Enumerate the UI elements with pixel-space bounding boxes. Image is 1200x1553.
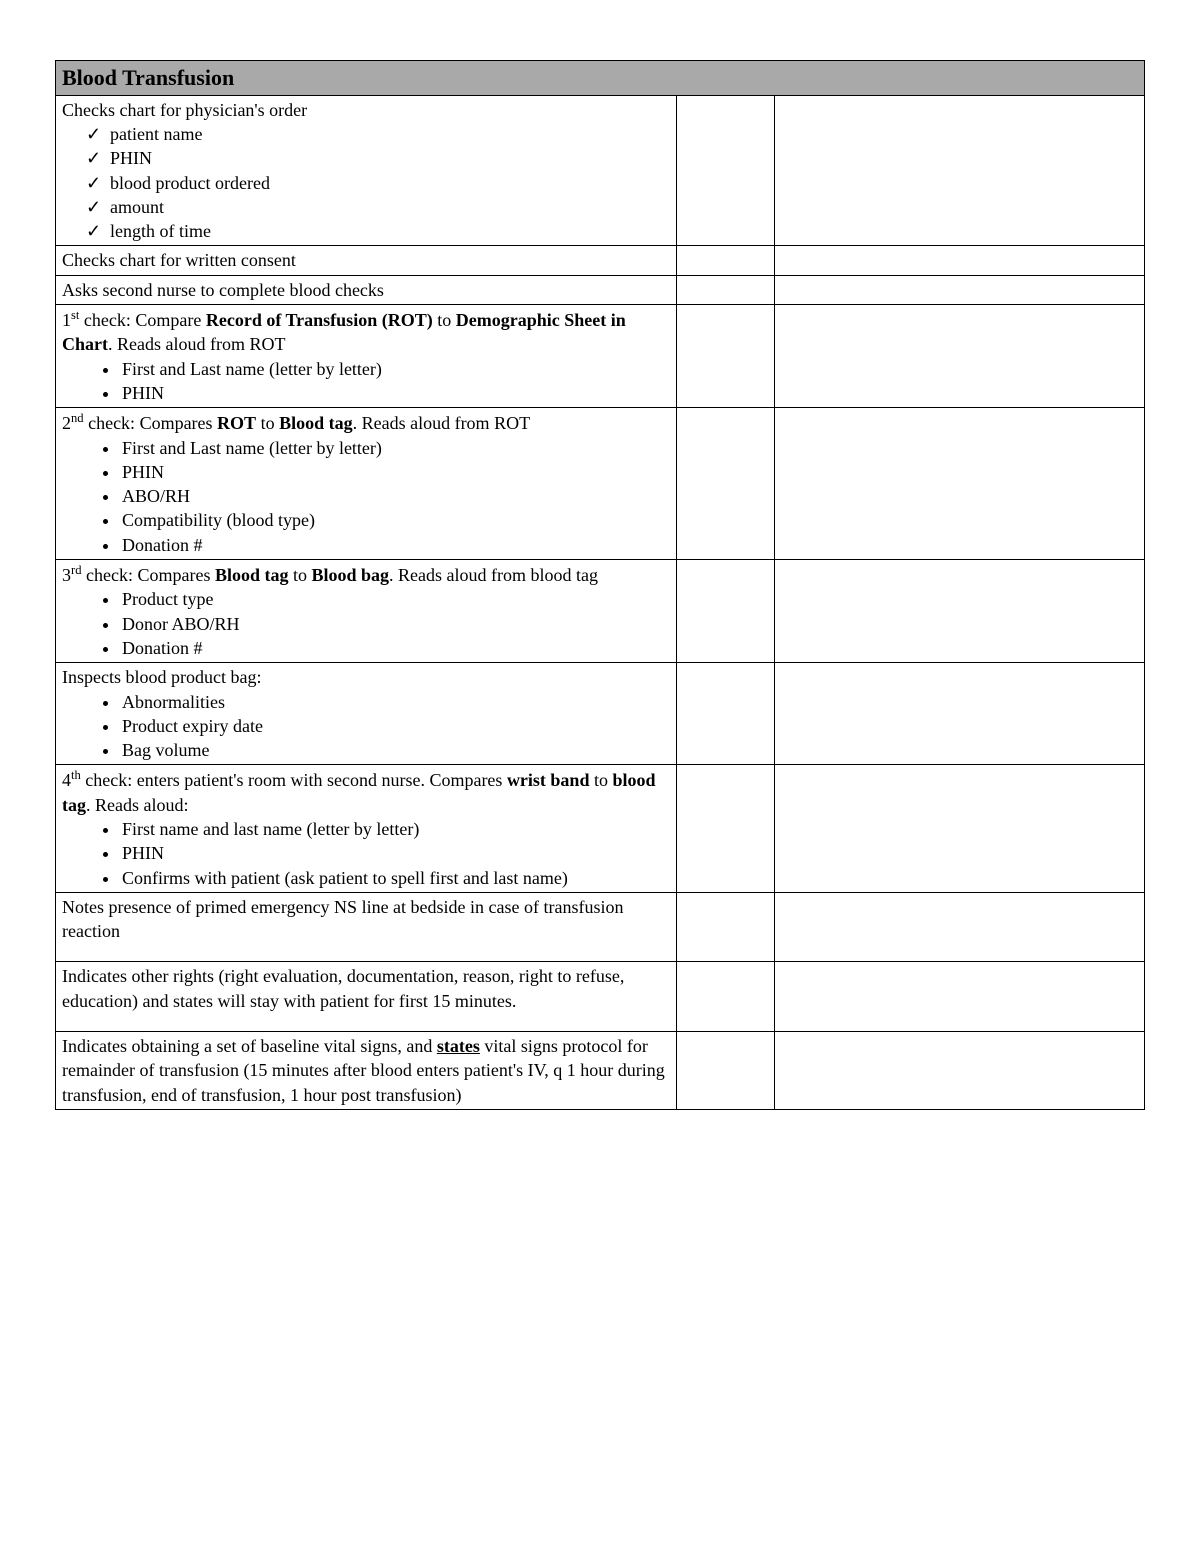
bullet-list: First and Last name (letter by letter)PH… (62, 357, 670, 406)
criterion-cell: Asks second nurse to complete blood chec… (56, 275, 677, 304)
criterion-cell: 1st check: Compare Record of Transfusion… (56, 305, 677, 408)
criterion-text: 1st check: Compare Record of Transfusion… (62, 307, 670, 357)
list-item: PHIN (110, 146, 670, 170)
list-item: First and Last name (letter by letter) (120, 357, 670, 381)
blood-transfusion-checklist: Blood Transfusion Checks chart for physi… (55, 60, 1145, 1110)
list-item: amount (110, 195, 670, 219)
score-cell-2 (774, 95, 1144, 246)
table-row: Indicates other rights (right evaluation… (56, 962, 1145, 1032)
table-row: 3rd check: Compares Blood tag to Blood b… (56, 560, 1145, 663)
criterion-cell: 3rd check: Compares Blood tag to Blood b… (56, 560, 677, 663)
bullet-list: First and Last name (letter by letter)PH… (62, 436, 670, 557)
criterion-text: Asks second nurse to complete blood chec… (62, 278, 670, 302)
criterion-text: Indicates other rights (right evaluation… (62, 964, 670, 1013)
list-item: blood product ordered (110, 171, 670, 195)
list-item: Product type (120, 587, 670, 611)
list-item: Product expiry date (120, 714, 670, 738)
table-row: 4th check: enters patient's room with se… (56, 765, 1145, 892)
score-cell-2 (774, 765, 1144, 892)
criterion-cell: Notes presence of primed emergency NS li… (56, 892, 677, 962)
table-body: Checks chart for physician's orderpatien… (56, 95, 1145, 1109)
list-item: Donation # (120, 636, 670, 660)
list-item: PHIN (120, 381, 670, 405)
list-item: First name and last name (letter by lett… (120, 817, 670, 841)
list-item: Compatibility (blood type) (120, 508, 670, 532)
criterion-text: 4th check: enters patient's room with se… (62, 767, 670, 817)
score-cell-2 (774, 663, 1144, 765)
criterion-text: Indicates obtaining a set of baseline vi… (62, 1034, 670, 1107)
score-cell-2 (774, 408, 1144, 560)
criterion-cell: Inspects blood product bag:Abnormalities… (56, 663, 677, 765)
criterion-text: Checks chart for physician's order (62, 98, 670, 122)
bullet-list: First name and last name (letter by lett… (62, 817, 670, 890)
bullet-list: AbnormalitiesProduct expiry dateBag volu… (62, 690, 670, 763)
score-cell-1 (676, 305, 774, 408)
score-cell-1 (676, 408, 774, 560)
list-item: PHIN (120, 460, 670, 484)
score-cell-2 (774, 305, 1144, 408)
score-cell-1 (676, 765, 774, 892)
list-item: length of time (110, 219, 670, 243)
score-cell-1 (676, 246, 774, 275)
criterion-cell: 4th check: enters patient's room with se… (56, 765, 677, 892)
list-item: Donor ABO/RH (120, 612, 670, 636)
criterion-text: 3rd check: Compares Blood tag to Blood b… (62, 562, 670, 587)
table-row: Notes presence of primed emergency NS li… (56, 892, 1145, 962)
table-row: Inspects blood product bag:Abnormalities… (56, 663, 1145, 765)
bullet-list: Product typeDonor ABO/RHDonation # (62, 587, 670, 660)
score-cell-2 (774, 892, 1144, 962)
table-row: Asks second nurse to complete blood chec… (56, 275, 1145, 304)
criterion-text: Notes presence of primed emergency NS li… (62, 895, 670, 944)
score-cell-2 (774, 1032, 1144, 1110)
score-cell-1 (676, 275, 774, 304)
table-row: Checks chart for physician's orderpatien… (56, 95, 1145, 246)
list-item: patient name (110, 122, 670, 146)
criterion-text: Checks chart for written consent (62, 248, 670, 272)
criterion-cell: Indicates other rights (right evaluation… (56, 962, 677, 1032)
criterion-cell: 2nd check: Compares ROT to Blood tag. Re… (56, 408, 677, 560)
score-cell-1 (676, 892, 774, 962)
list-item: First and Last name (letter by letter) (120, 436, 670, 460)
list-item: ABO/RH (120, 484, 670, 508)
criterion-text: 2nd check: Compares ROT to Blood tag. Re… (62, 410, 670, 435)
score-cell-2 (774, 246, 1144, 275)
list-item: Donation # (120, 533, 670, 557)
score-cell-1 (676, 1032, 774, 1110)
check-list: patient namePHINblood product orderedamo… (62, 122, 670, 243)
table-row: 1st check: Compare Record of Transfusion… (56, 305, 1145, 408)
criterion-cell: Checks chart for physician's orderpatien… (56, 95, 677, 246)
score-cell-2 (774, 962, 1144, 1032)
list-item: Bag volume (120, 738, 670, 762)
list-item: PHIN (120, 841, 670, 865)
list-item: Confirms with patient (ask patient to sp… (120, 866, 670, 890)
score-cell-1 (676, 663, 774, 765)
score-cell-1 (676, 95, 774, 246)
score-cell-2 (774, 275, 1144, 304)
score-cell-1 (676, 962, 774, 1032)
table-row: 2nd check: Compares ROT to Blood tag. Re… (56, 408, 1145, 560)
table-row: Indicates obtaining a set of baseline vi… (56, 1032, 1145, 1110)
table-row: Checks chart for written consent (56, 246, 1145, 275)
criterion-text: Inspects blood product bag: (62, 665, 670, 689)
criterion-cell: Indicates obtaining a set of baseline vi… (56, 1032, 677, 1110)
score-cell-1 (676, 560, 774, 663)
criterion-cell: Checks chart for written consent (56, 246, 677, 275)
list-item: Abnormalities (120, 690, 670, 714)
score-cell-2 (774, 560, 1144, 663)
table-title: Blood Transfusion (56, 61, 1145, 96)
